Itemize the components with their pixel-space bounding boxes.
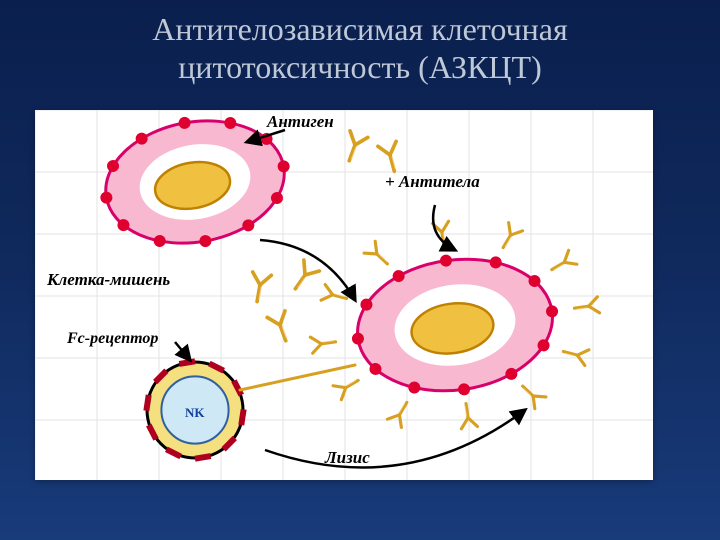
antibody-icon [387,398,413,427]
title-line-1: Антителозависимая клеточная [0,10,720,48]
label-fc: Fc-рецептор [67,330,158,348]
label-target: Клетка-мишень [47,270,170,290]
antibody-icon [573,297,599,316]
title-line-2: цитотоксичность (АЗКЦТ) [0,48,720,86]
label-antibodies: + Антитела [385,172,480,192]
fc-arrow [175,342,190,360]
slide-title: Антителозависимая клеточная цитотоксично… [0,0,720,87]
antibody-icon [496,223,522,252]
diagram-panel: Антиген + Антитела Клетка-мишень Fc-рецепто… [35,110,653,480]
target-cell [297,202,613,448]
antibody-icon [267,311,294,344]
antibody-icon [378,141,404,173]
label-nk: NK [185,405,205,421]
lysis-arrow [265,410,525,467]
label-lysis: Лизис [325,448,370,468]
antibody-icon [364,241,393,269]
antibody-icon [333,373,362,399]
antibody-icon [561,344,589,366]
antibody-icon [548,250,577,276]
target-arrow [260,240,355,300]
antibody-icon [340,131,367,164]
antibody-icon [517,380,546,408]
antibody-icon [458,402,477,428]
slide: Антителозависимая клеточная цитотоксично… [0,0,720,540]
label-antigen: Антиген [267,112,334,132]
antibody-icon [288,260,320,294]
antibody-icon [248,272,272,303]
antibody-icon [310,334,336,353]
diagram-svg [35,110,653,480]
